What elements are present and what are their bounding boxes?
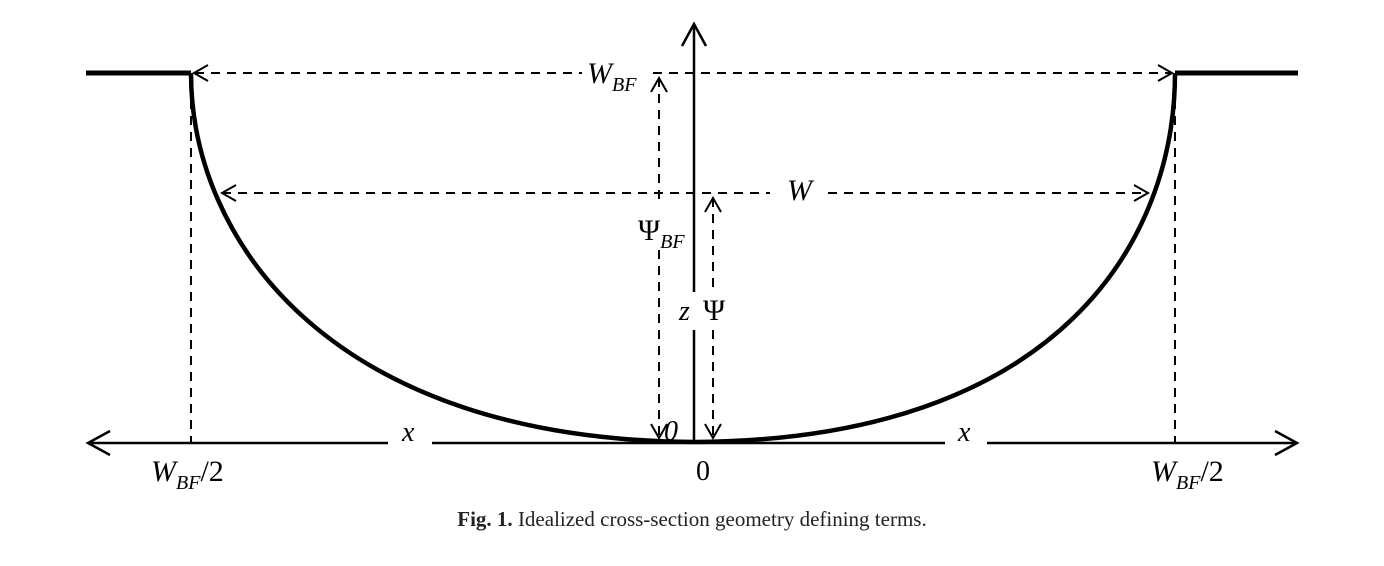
psi-arrowhead-bottom <box>704 423 722 441</box>
z-axis-arrowhead <box>680 21 708 47</box>
psi-bf-arrowhead-bottom <box>650 423 668 441</box>
w-bf-arrowhead-right <box>1157 64 1175 82</box>
label-x-left: x <box>401 417 415 448</box>
figure-caption: Fig. 1. Idealized cross-section geometry… <box>0 507 1384 532</box>
caption-prefix: Fig. 1. <box>457 507 513 531</box>
caption-text: Idealized cross-section geometry definin… <box>512 507 927 531</box>
label-w: W <box>787 174 815 207</box>
x-axis-arrowhead-left <box>85 429 111 457</box>
label-w-bf-top: WBF <box>587 57 637 96</box>
w-bf-arrowhead-left <box>191 64 209 82</box>
label-psi: Ψ <box>703 294 726 327</box>
label-zero-axis: 0 <box>696 456 710 487</box>
label-w-bf-half-left: WBF/2 <box>151 455 224 494</box>
w-arrowhead-right <box>1133 184 1151 202</box>
label-psi-bf: ΨBF <box>638 214 685 253</box>
label-z: z <box>678 296 690 327</box>
psi-bf-arrowhead-top <box>650 75 668 93</box>
label-zero-inner: 0 <box>664 416 678 447</box>
w-arrowhead-left <box>219 184 237 202</box>
psi-arrowhead-top <box>704 195 722 213</box>
channel-curve <box>188 72 1178 445</box>
label-x-right: x <box>957 417 971 448</box>
x-axis-arrowhead-right <box>1274 429 1300 457</box>
label-w-bf-half-right: WBF/2 <box>1151 455 1224 494</box>
